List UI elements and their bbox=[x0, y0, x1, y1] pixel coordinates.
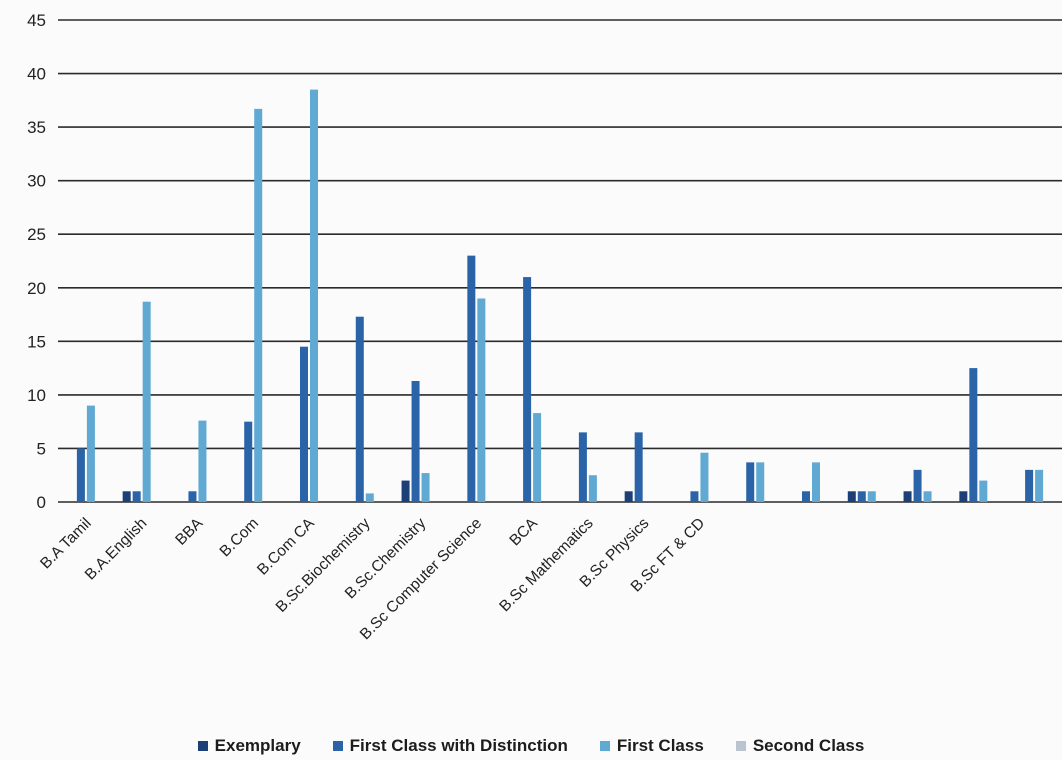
x-tick-label: BCA bbox=[506, 514, 541, 549]
bar bbox=[588, 475, 597, 502]
bar bbox=[812, 462, 820, 502]
bar bbox=[624, 491, 633, 502]
bar bbox=[355, 316, 364, 502]
bar bbox=[903, 491, 912, 502]
legend-label: First Class with Distinction bbox=[349, 736, 568, 755]
bar bbox=[244, 421, 253, 502]
legend-item-first-class: First Class bbox=[599, 736, 704, 756]
bar bbox=[76, 448, 85, 502]
bar bbox=[857, 491, 866, 502]
bar bbox=[634, 432, 643, 502]
x-tick-label: B.Sc.Biochemistry bbox=[273, 515, 374, 616]
bar bbox=[578, 432, 587, 502]
legend-item-exemplary: Exemplary bbox=[197, 736, 301, 756]
legend-swatch-exemplary bbox=[197, 741, 208, 751]
legend-item-second-class: Second Class bbox=[735, 736, 865, 756]
y-tick-label: 25 bbox=[27, 225, 46, 244]
x-tick-label: B.A Tamil bbox=[37, 515, 95, 573]
bar bbox=[365, 493, 374, 502]
legend-swatch-second-class bbox=[735, 741, 746, 751]
legend-swatch-first-class-distinction bbox=[332, 741, 343, 751]
y-tick-label: 45 bbox=[27, 11, 46, 30]
bar bbox=[254, 108, 263, 502]
legend-item-first-class-distinction: First Class with Distinction bbox=[332, 736, 568, 756]
bar bbox=[690, 491, 699, 502]
bar bbox=[310, 89, 318, 502]
legend-label: Second Class bbox=[752, 736, 865, 755]
x-tick-label: BBA bbox=[172, 514, 206, 548]
bar bbox=[847, 491, 856, 502]
bar bbox=[188, 491, 197, 502]
bar bbox=[756, 462, 765, 502]
bar bbox=[959, 491, 968, 502]
y-tick-label: 5 bbox=[37, 439, 46, 458]
y-tick-label: 0 bbox=[37, 493, 46, 512]
bar bbox=[300, 346, 308, 502]
y-tick-label: 40 bbox=[27, 65, 46, 84]
bar bbox=[411, 380, 420, 502]
bar bbox=[867, 491, 876, 502]
y-tick-label: 30 bbox=[27, 172, 46, 191]
y-tick-label: 10 bbox=[27, 386, 46, 405]
bar bbox=[198, 420, 207, 502]
bar bbox=[401, 480, 410, 502]
bar bbox=[913, 469, 922, 502]
bar bbox=[746, 462, 755, 502]
bar bbox=[979, 480, 988, 502]
legend-label: Exemplary bbox=[214, 736, 301, 755]
chart-legend: Exemplary First Class with Distinction F… bbox=[0, 732, 1062, 760]
y-tick-label: 20 bbox=[27, 279, 46, 298]
bar bbox=[86, 405, 95, 502]
bar bbox=[467, 255, 476, 502]
y-tick-label: 35 bbox=[27, 118, 46, 137]
y-tick-label: 15 bbox=[27, 332, 46, 351]
bar bbox=[132, 491, 141, 502]
bar bbox=[1025, 469, 1034, 502]
bar bbox=[700, 452, 709, 502]
legend-swatch-first-class bbox=[599, 741, 610, 751]
bar bbox=[122, 491, 131, 502]
bar bbox=[923, 491, 932, 502]
bar bbox=[802, 491, 810, 502]
bar bbox=[421, 473, 430, 502]
bar bbox=[477, 298, 486, 502]
bar bbox=[1035, 469, 1044, 502]
bar bbox=[969, 368, 978, 502]
bar bbox=[533, 413, 542, 502]
x-tick-label: B.Sc Mathematics bbox=[496, 515, 597, 616]
legend-label: First Class bbox=[616, 736, 704, 755]
x-tick-label: B.Com bbox=[217, 515, 263, 561]
bar bbox=[523, 277, 532, 502]
bar bbox=[142, 301, 151, 502]
